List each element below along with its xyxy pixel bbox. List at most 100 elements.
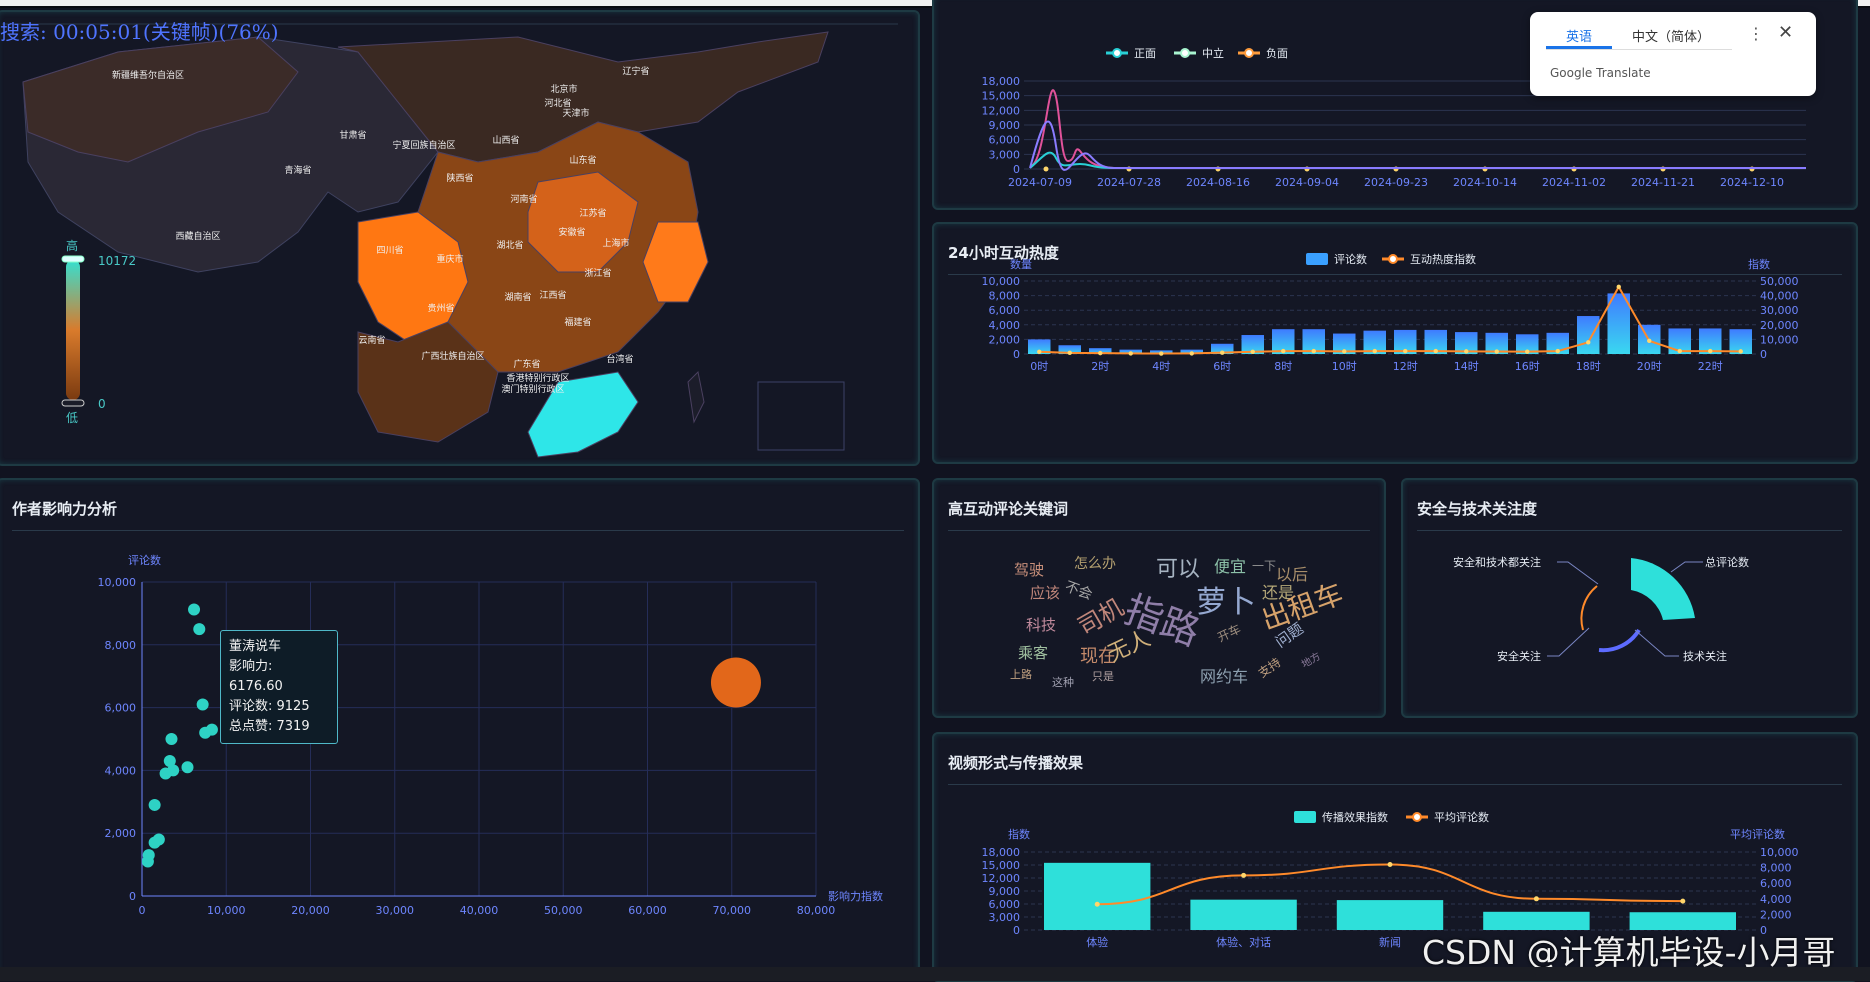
video-bar[interactable] [1190, 899, 1297, 930]
keyword-word[interactable]: 萝卜 [1196, 585, 1256, 620]
heat-index-point[interactable] [1037, 349, 1042, 355]
avg-comments-point[interactable] [1241, 872, 1247, 878]
heat-index-point[interactable] [1738, 349, 1743, 354]
video-bar[interactable] [1044, 862, 1151, 930]
heat-index-point[interactable] [1159, 351, 1164, 356]
heat-bar[interactable] [1028, 339, 1051, 354]
map-region-zhejiang[interactable] [642, 221, 709, 303]
heat-index-point[interactable] [1433, 348, 1438, 354]
heat-index-point[interactable] [1708, 348, 1713, 354]
keyword-word[interactable]: 便宜 [1214, 557, 1246, 576]
author-point[interactable] [163, 754, 176, 767]
heat-index-point[interactable] [1586, 340, 1591, 345]
keyword-word[interactable]: 乘客 [1018, 644, 1048, 662]
legend-handle-top[interactable] [61, 255, 85, 263]
heat-bar[interactable] [1394, 329, 1417, 354]
series-point[interactable] [1043, 166, 1049, 172]
author-point[interactable] [181, 761, 194, 774]
keyword-word[interactable]: 现在 [1080, 646, 1116, 667]
keyword-word[interactable]: 应该 [1030, 584, 1060, 602]
legend-bar[interactable] [66, 260, 80, 400]
legend-bar-swatch[interactable] [1294, 811, 1316, 823]
map-region-xinjiang[interactable] [22, 36, 299, 163]
video-bar[interactable] [1629, 912, 1736, 930]
heat-bar[interactable] [1668, 328, 1692, 354]
close-icon[interactable]: ✕ [1778, 22, 1794, 43]
heat-bar[interactable] [1302, 329, 1326, 354]
author-point[interactable] [141, 855, 154, 868]
map-region-guangdong[interactable] [527, 371, 639, 458]
series-negative-line[interactable] [1029, 89, 1806, 169]
heat-index-point[interactable] [1250, 349, 1255, 355]
keyword-word[interactable]: 这种 [1052, 675, 1074, 689]
heat-index-point[interactable] [1067, 350, 1072, 356]
keyword-word[interactable]: 不会 [1063, 579, 1095, 604]
author-point[interactable] [193, 623, 206, 636]
heat-index-point[interactable] [1403, 348, 1408, 354]
author-point[interactable] [710, 657, 761, 708]
keyword-word[interactable]: 地方 [1299, 649, 1323, 670]
keyword-word[interactable]: 支持 [1255, 654, 1283, 680]
avg-comments-point[interactable] [1387, 861, 1393, 867]
heat-bar[interactable] [1211, 343, 1234, 354]
avg-comments-point[interactable] [1680, 898, 1686, 904]
author-point[interactable] [165, 733, 178, 745]
map-region-north[interactable] [337, 31, 829, 163]
author-point[interactable] [148, 836, 161, 849]
heat-bar[interactable] [1485, 332, 1509, 354]
heat-index-point[interactable] [1098, 350, 1103, 356]
keyword-word[interactable]: 只是 [1092, 670, 1114, 683]
legend-handle-bottom[interactable] [61, 399, 85, 407]
heat-index-point[interactable] [1342, 349, 1347, 354]
avg-comments-line[interactable] [1097, 863, 1683, 906]
heat-bar[interactable] [1272, 329, 1295, 354]
keyword-word[interactable]: 开车 [1215, 621, 1243, 645]
heat-index-point[interactable] [1555, 348, 1560, 354]
author-point[interactable] [167, 764, 180, 777]
translate-tab-english[interactable]: 英语 [1566, 30, 1593, 45]
heat-index-point[interactable] [1647, 338, 1652, 344]
heat-index-point[interactable] [1494, 349, 1499, 354]
pie-ring-orange[interactable] [1580, 585, 1598, 631]
heat-index-point[interactable] [1128, 351, 1133, 356]
author-point[interactable] [148, 798, 161, 811]
legend-marker[interactable] [1412, 812, 1422, 822]
author-point[interactable] [205, 723, 218, 736]
heat-index-point[interactable] [1189, 351, 1194, 356]
heat-bar[interactable] [1607, 293, 1631, 354]
keyword-word[interactable]: 还是 [1262, 583, 1294, 602]
heat-bar[interactable] [1699, 328, 1722, 354]
kebab-menu-icon[interactable]: ⋮ [1748, 24, 1764, 43]
heat-bar[interactable] [1333, 333, 1356, 354]
heat-bar[interactable] [1424, 329, 1448, 354]
heat-bar[interactable] [1577, 316, 1600, 354]
heat-index-point[interactable] [1220, 350, 1225, 355]
heat-bar[interactable] [1363, 330, 1387, 354]
avg-comments-point[interactable] [1094, 901, 1100, 907]
translate-tab-chinese[interactable]: 中文（简体） [1632, 30, 1711, 45]
heat-index-point[interactable] [1281, 348, 1286, 354]
heat-bar[interactable] [1058, 345, 1082, 354]
heat-bar[interactable] [1516, 334, 1539, 354]
heat-index-point[interactable] [1464, 349, 1469, 354]
heat-bar[interactable] [1455, 332, 1478, 354]
keyword-word[interactable]: 驾驶 [1014, 561, 1044, 579]
heat-index-point[interactable] [1311, 348, 1316, 354]
pie-ring-blue[interactable] [1598, 628, 1641, 653]
legend-bar-swatch[interactable] [1306, 253, 1328, 265]
heat-bar[interactable] [1729, 329, 1753, 354]
avg-comments-point[interactable] [1533, 896, 1539, 902]
author-point[interactable] [188, 603, 201, 616]
video-bar[interactable] [1336, 900, 1444, 930]
keyword-word[interactable]: 上路 [1010, 668, 1032, 681]
keyword-word[interactable]: 网约车 [1200, 667, 1248, 686]
author-point[interactable] [196, 698, 209, 711]
video-bar[interactable] [1483, 911, 1590, 930]
keyword-word[interactable]: 以后 [1276, 565, 1308, 584]
heat-index-point[interactable] [1372, 348, 1377, 354]
map-region-southwest[interactable] [357, 321, 499, 443]
keyword-word[interactable]: 科技 [1026, 616, 1056, 634]
heat-index-point[interactable] [1525, 349, 1530, 354]
keyword-word[interactable]: 一下 [1252, 559, 1276, 573]
map-region-henan-hubei[interactable] [527, 171, 639, 273]
